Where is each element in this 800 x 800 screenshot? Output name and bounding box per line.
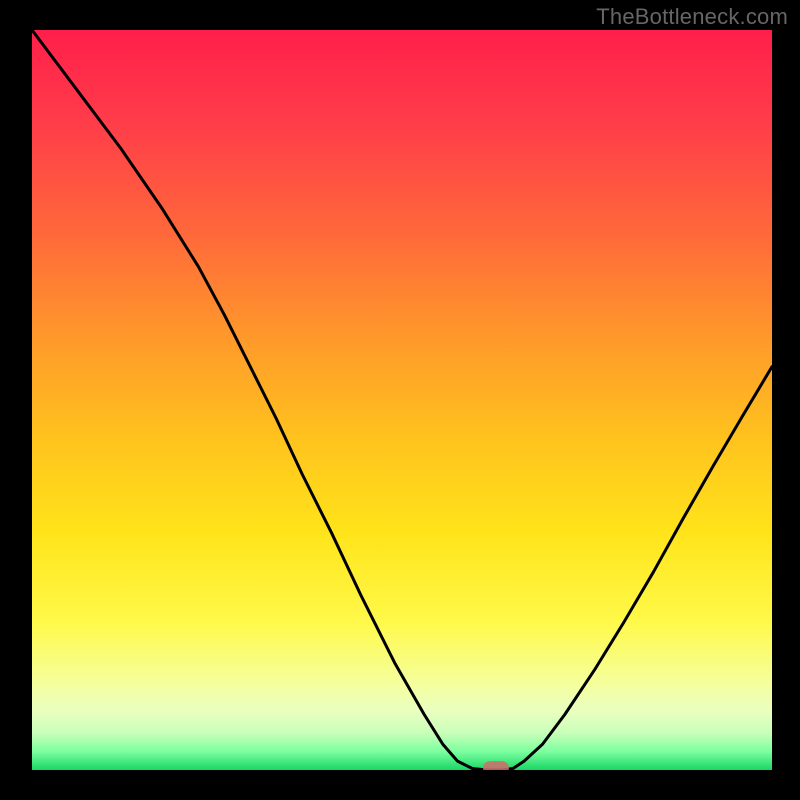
chart-container: TheBottleneck.com — [0, 0, 800, 800]
gradient-rect — [32, 30, 772, 770]
plot-area — [32, 30, 772, 770]
watermark-text: TheBottleneck.com — [596, 4, 788, 30]
optimal-marker — [483, 761, 509, 770]
gradient-background — [32, 30, 772, 770]
